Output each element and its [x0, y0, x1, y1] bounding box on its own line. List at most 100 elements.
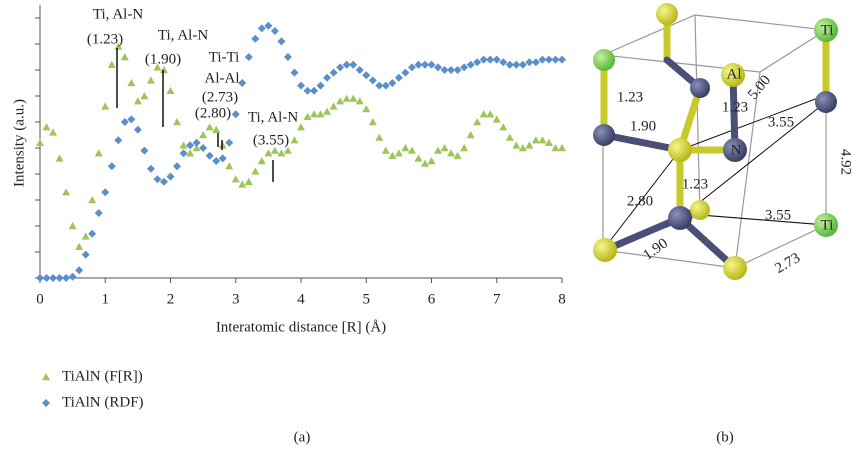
marker [486, 110, 495, 118]
marker [525, 141, 534, 149]
marker [297, 123, 305, 131]
marker [173, 162, 182, 171]
marker [225, 138, 234, 147]
y-axis-label: Intensity (a.u.) [11, 99, 27, 187]
marker [283, 146, 292, 154]
x-tick-label: 5 [363, 291, 371, 307]
marker [205, 151, 214, 160]
marker [434, 63, 443, 72]
marker [558, 55, 566, 64]
marker [49, 274, 58, 282]
marker [499, 58, 508, 67]
marker [68, 222, 77, 230]
x-tick-label: 1 [102, 291, 110, 307]
annotation: (2.73) [202, 89, 238, 105]
atom-n [815, 91, 837, 113]
distance-label: 3.55 [765, 207, 791, 223]
marker [225, 162, 234, 170]
marker [68, 272, 77, 281]
marker [257, 24, 266, 33]
marker [368, 76, 377, 85]
marker [375, 81, 384, 90]
annotation: Ti, Al-N [93, 6, 143, 22]
distance-label: 2.73 [772, 250, 803, 277]
marker [159, 177, 168, 186]
marker [525, 58, 534, 67]
marker [453, 66, 462, 74]
marker [440, 66, 449, 74]
marker [120, 53, 129, 61]
marker [264, 149, 273, 157]
marker [257, 157, 266, 165]
marker [460, 144, 469, 152]
marker [362, 105, 371, 113]
marker [192, 144, 201, 152]
marker [94, 209, 103, 217]
marker [551, 55, 560, 64]
marker [316, 110, 325, 118]
marker [310, 110, 319, 118]
marker [277, 149, 286, 157]
marker [290, 136, 299, 144]
marker [212, 157, 221, 165]
marker [133, 125, 142, 134]
marker [290, 68, 299, 77]
marker [486, 55, 495, 64]
cube-edge [734, 71, 761, 269]
distance-line [602, 149, 681, 251]
atom-label: Ti [821, 22, 834, 38]
distance-label: 5.00 [745, 72, 774, 102]
annotation: (1.90) [145, 51, 181, 67]
marker [283, 53, 292, 61]
cube-edge [694, 14, 701, 216]
marker [81, 232, 90, 240]
marker [414, 60, 423, 69]
x-tick-label: 0 [36, 291, 44, 307]
marker [544, 138, 553, 146]
atom-al [723, 256, 747, 280]
marker [238, 180, 247, 188]
distance-line [699, 214, 827, 226]
marker [518, 144, 527, 152]
marker [492, 55, 501, 64]
marker [349, 94, 358, 102]
marker [473, 118, 482, 126]
marker [55, 154, 64, 162]
marker [231, 110, 240, 119]
atom-label: Ti [821, 217, 834, 233]
marker [186, 141, 195, 150]
marker [505, 60, 514, 69]
atom-al [721, 63, 745, 87]
marker [355, 97, 364, 105]
marker [62, 274, 71, 282]
distance-label: 1.23 [722, 99, 748, 115]
marker [238, 79, 247, 87]
atom-al [593, 238, 617, 262]
atom-ti [814, 213, 838, 237]
marker [166, 86, 175, 94]
marker [244, 53, 253, 61]
annotation: (1.23) [87, 31, 123, 47]
x-tick-label: 4 [297, 291, 305, 307]
marker [49, 128, 58, 136]
marker [440, 144, 449, 152]
marker [460, 63, 469, 72]
marker [544, 55, 553, 64]
annotation: Al-Al [205, 70, 240, 86]
bond [676, 214, 739, 272]
marker [212, 125, 221, 133]
x-tick-label: 8 [558, 291, 566, 307]
marker [146, 164, 155, 173]
atom-label: Al [727, 66, 742, 82]
cube-top [602, 14, 828, 73]
distance-label: 1.90 [640, 235, 671, 263]
marker [518, 60, 527, 69]
marker [264, 21, 273, 30]
marker [205, 123, 214, 131]
marker [127, 79, 136, 87]
marker [55, 274, 64, 282]
marker [420, 159, 429, 167]
legend-marker [42, 399, 50, 407]
x-tick-label: 7 [493, 291, 501, 307]
marker [447, 149, 456, 157]
